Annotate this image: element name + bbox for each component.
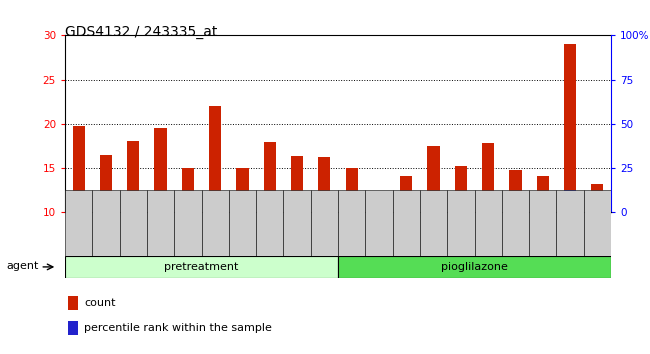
Bar <box>564 190 576 194</box>
Text: percentile rank within the sample: percentile rank within the sample <box>84 323 272 333</box>
Bar <box>237 168 248 212</box>
Bar <box>127 197 139 201</box>
Bar <box>65 190 92 256</box>
Bar <box>155 128 166 212</box>
Bar <box>68 321 77 335</box>
Bar <box>174 190 202 256</box>
Bar <box>400 200 412 204</box>
Bar <box>592 201 603 206</box>
Bar <box>428 201 439 206</box>
Bar <box>510 201 521 206</box>
Bar <box>92 190 120 256</box>
Bar <box>127 141 139 212</box>
Bar <box>346 201 358 206</box>
Bar <box>592 184 603 212</box>
Bar <box>229 190 256 256</box>
Bar <box>393 190 420 256</box>
Bar <box>65 256 338 278</box>
Text: count: count <box>84 298 116 308</box>
Bar <box>420 190 447 256</box>
Bar <box>564 44 576 212</box>
Bar <box>73 194 84 199</box>
Bar <box>311 190 338 256</box>
Bar <box>237 201 248 206</box>
Bar <box>537 176 549 212</box>
Bar <box>291 201 303 206</box>
Bar <box>256 190 283 256</box>
Bar <box>155 200 166 204</box>
Bar <box>182 168 194 212</box>
Bar <box>502 190 529 256</box>
Bar <box>482 201 494 206</box>
Bar <box>209 106 221 212</box>
Bar <box>474 190 502 256</box>
Bar <box>100 155 112 212</box>
Bar <box>510 170 521 212</box>
Bar <box>68 296 77 310</box>
Bar <box>400 176 412 212</box>
Text: GDS4132 / 243335_at: GDS4132 / 243335_at <box>65 25 217 39</box>
Text: pretreatment: pretreatment <box>164 262 239 272</box>
Bar <box>264 142 276 212</box>
Bar <box>120 190 147 256</box>
Bar <box>338 256 611 278</box>
Bar <box>73 126 84 212</box>
Bar <box>529 190 556 256</box>
Bar <box>346 168 358 212</box>
Bar <box>455 166 467 212</box>
Text: pioglilazone: pioglilazone <box>441 262 508 272</box>
Bar <box>202 190 229 256</box>
Bar <box>428 146 439 212</box>
Bar <box>537 201 549 206</box>
Text: agent: agent <box>6 261 39 271</box>
Bar <box>338 190 365 256</box>
Bar <box>147 190 174 256</box>
Bar <box>447 190 474 256</box>
Bar <box>482 143 494 212</box>
Bar <box>584 190 611 256</box>
Bar <box>264 197 276 201</box>
Bar <box>455 203 467 207</box>
Bar <box>182 201 194 206</box>
Bar <box>291 156 303 212</box>
Bar <box>373 201 385 206</box>
Bar <box>283 190 311 256</box>
Bar <box>373 195 385 212</box>
Bar <box>318 156 330 212</box>
Bar <box>365 190 393 256</box>
Bar <box>556 190 584 256</box>
Bar <box>318 201 330 206</box>
Bar <box>209 194 221 199</box>
Bar <box>100 197 112 201</box>
